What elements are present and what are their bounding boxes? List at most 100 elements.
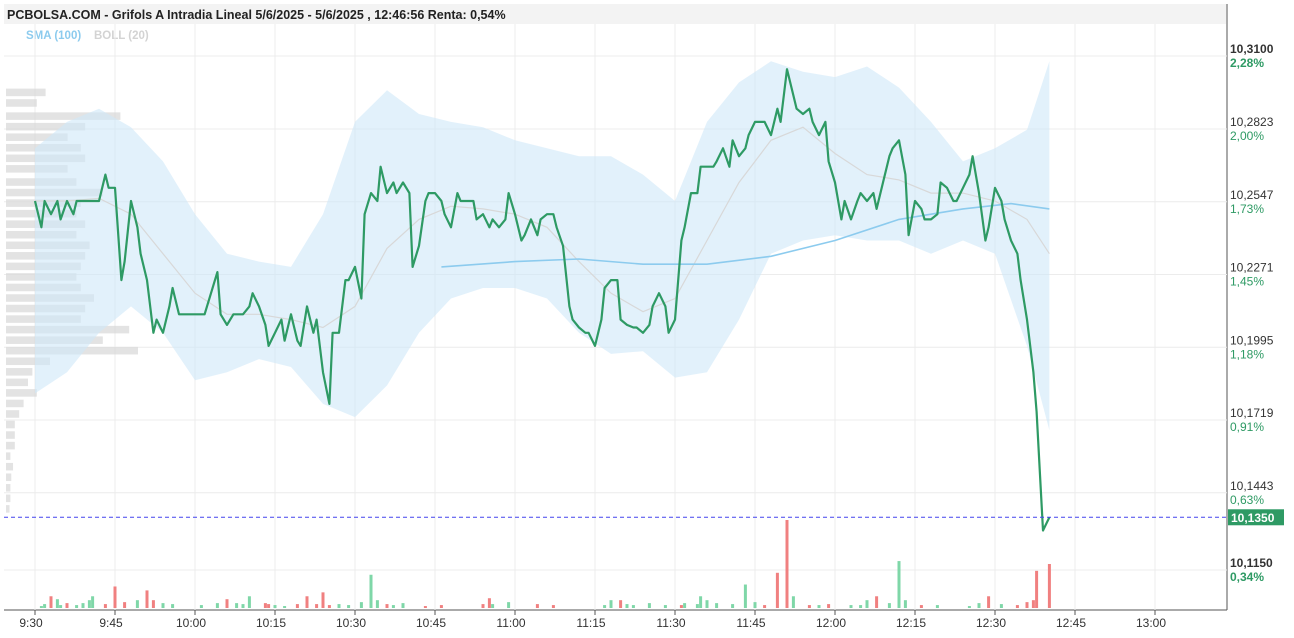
- volume-bar: [113, 586, 117, 608]
- volume-bar: [753, 602, 757, 608]
- volume-bar: [75, 605, 79, 608]
- volume-bar: [145, 590, 149, 608]
- volume-profile-bar: [6, 505, 10, 513]
- volume-bar: [391, 605, 395, 608]
- last-price-label: 10,1350: [1231, 511, 1275, 525]
- volume-bar: [743, 584, 747, 608]
- x-tick-label: 10:15: [256, 616, 286, 630]
- volume-profile-bar: [6, 112, 121, 120]
- volume-bar: [977, 603, 981, 608]
- volume-bar: [849, 605, 853, 608]
- volume-profile-bar: [6, 410, 20, 418]
- volume-profile-bar: [6, 420, 15, 429]
- sma-line: [441, 202, 1050, 268]
- volume-bar: [731, 604, 735, 608]
- y-tick-label: 10,1995: [1230, 333, 1274, 347]
- y-tick-pct: 0,34%: [1230, 570, 1264, 584]
- volume-profile-bar: [6, 88, 46, 97]
- volume-bar: [199, 605, 203, 608]
- y-tick-pct: 1,18%: [1230, 347, 1264, 361]
- volume-bar: [791, 596, 795, 608]
- volume-bar: [827, 604, 831, 608]
- volume-bar: [225, 599, 229, 608]
- volume-bar: [487, 598, 491, 608]
- volume-bar: [1047, 564, 1051, 608]
- x-tick-label: 12:45: [1056, 616, 1086, 630]
- volume-bar: [135, 600, 139, 608]
- volume-bar: [631, 605, 635, 608]
- last-price-badge: [1228, 509, 1284, 526]
- volume-bar: [897, 561, 901, 608]
- boll-band-area: [35, 61, 1050, 431]
- volume-bar: [369, 574, 373, 608]
- volume-bar: [263, 603, 267, 608]
- volume-profile-bar: [6, 122, 86, 131]
- volume-bar: [321, 592, 325, 608]
- volume-bar: [123, 602, 127, 608]
- volume-bar: [619, 600, 623, 608]
- volume-bar: [1035, 570, 1039, 608]
- volume-bar: [699, 596, 703, 608]
- volume-profile-bar: [6, 441, 15, 450]
- legend-boll: BOLL (20): [94, 30, 149, 42]
- volume-bar: [715, 603, 719, 608]
- x-tick-label: 11:30: [656, 616, 685, 630]
- y-tick-pct: 1,73%: [1230, 202, 1264, 216]
- volume-bar: [151, 600, 155, 608]
- volume-profile-bar: [6, 399, 24, 408]
- volume-bar: [375, 600, 379, 608]
- volume-profile-bar: [6, 99, 37, 107]
- volume-bar: [347, 605, 351, 608]
- y-tick-label: 10,2271: [1230, 261, 1274, 275]
- volume-bar: [1015, 605, 1019, 608]
- volume-bar: [625, 604, 629, 608]
- volume-bar: [247, 596, 251, 608]
- volume-bar: [663, 605, 667, 608]
- boll-mid-line: [35, 126, 1050, 329]
- volume-bar: [171, 604, 175, 608]
- y-tick-label: 10,1150: [1230, 556, 1273, 570]
- x-tick-label: 9:45: [99, 616, 123, 630]
- x-tick-label: 12:15: [896, 616, 926, 630]
- volume-bar: [49, 596, 53, 608]
- y-tick-label: 10,1443: [1230, 479, 1274, 493]
- volume-bar: [683, 603, 687, 608]
- y-tick-pct: 2,28%: [1230, 56, 1264, 70]
- volume-bar: [401, 603, 405, 608]
- volume-bar: [337, 604, 341, 608]
- volume-bar: [865, 600, 869, 608]
- volume-bar: [919, 605, 923, 608]
- legend-sma: SMA (100): [26, 30, 81, 42]
- x-tick-label: 9:30: [19, 616, 43, 630]
- title-bar: [4, 4, 1226, 24]
- volume-bar: [481, 604, 485, 608]
- volume-bar: [987, 596, 991, 608]
- volume-profile-bar: [6, 378, 28, 387]
- volume-bars: [39, 520, 1051, 608]
- volume-bar: [81, 603, 85, 608]
- volume-bar: [359, 602, 363, 608]
- volume-bar: [87, 600, 91, 608]
- y-tick-label: 10,2547: [1230, 188, 1274, 202]
- volume-bar: [295, 604, 299, 608]
- volume-bar: [775, 572, 779, 608]
- y-tick-label: 10,3100: [1230, 42, 1274, 56]
- volume-profile-bar: [6, 462, 14, 471]
- volume-bar: [807, 605, 811, 608]
- volume-bar: [535, 604, 539, 608]
- volume-bar: [887, 603, 891, 608]
- bollinger-bands: [35, 61, 1050, 431]
- volume-bar: [859, 605, 863, 608]
- volume-bar: [385, 604, 389, 608]
- volume-bar: [679, 605, 683, 608]
- y-tick-pct: 2,00%: [1230, 129, 1264, 143]
- volume-bar: [695, 604, 699, 608]
- volume-profile-bar: [6, 357, 50, 366]
- volume-bar: [1031, 600, 1035, 608]
- volume-bar: [283, 606, 287, 608]
- volume-bar: [273, 605, 277, 608]
- volume-bar: [241, 604, 245, 608]
- volume-bar: [785, 520, 789, 608]
